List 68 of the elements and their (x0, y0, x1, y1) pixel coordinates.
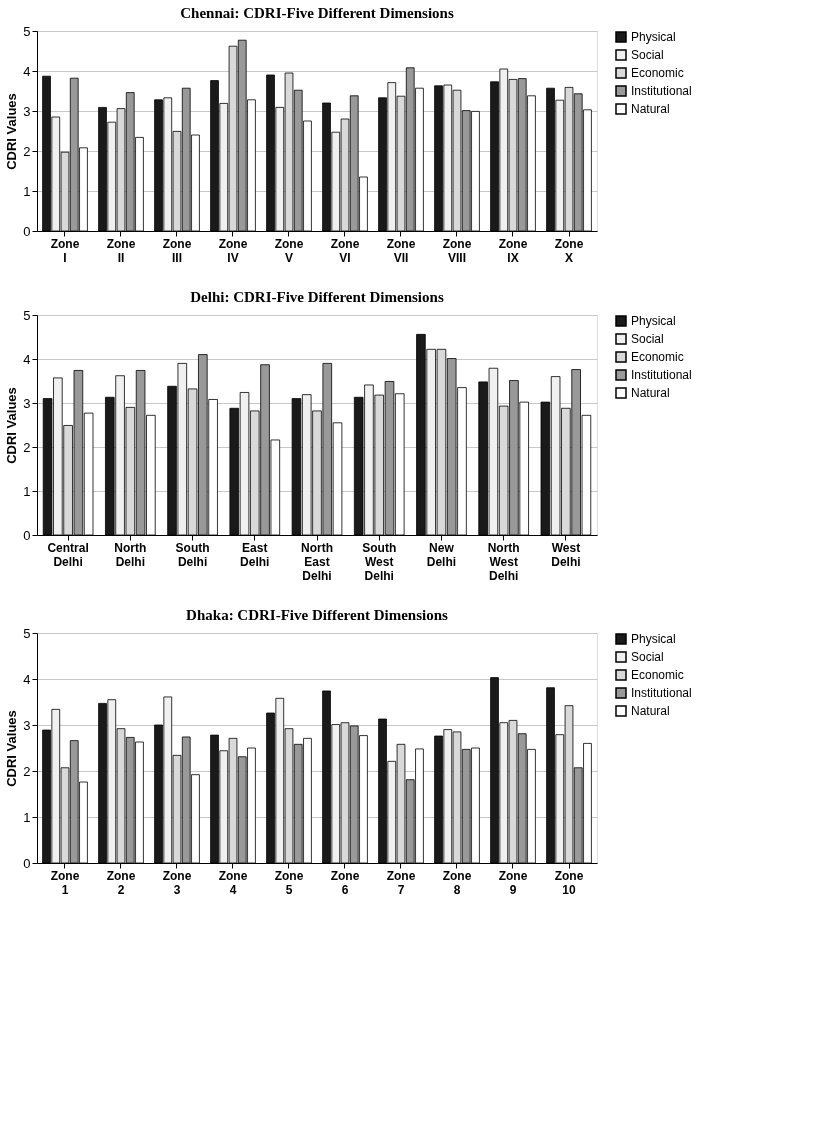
y-axis-title: CDRI Values (4, 710, 20, 787)
x-tick-label: South Delhi (175, 540, 210, 569)
x-tick-label: Zone 3 (162, 868, 192, 897)
chart-title: Delhi: CDRI-Five Different Dimensions (190, 289, 444, 305)
x-tick-label: Zone IX (498, 236, 528, 265)
x-tick-label: Zone II (106, 236, 136, 265)
y-tick-label: 1 (23, 483, 31, 499)
y-tick-label: 3 (23, 395, 31, 411)
y-tick-label: 2 (23, 143, 31, 159)
y-tick-label: 5 (23, 23, 31, 39)
y-tick-label: 1 (23, 809, 31, 825)
legend-label: Social (631, 48, 664, 62)
y-tick-label: 4 (23, 671, 31, 687)
legend-label: Economic (631, 350, 684, 364)
x-tick-label: Central Delhi (47, 540, 89, 569)
x-tick-label: Zone III (162, 236, 192, 265)
x-tick-label: North Delhi (114, 540, 147, 569)
legend-label: Natural (631, 386, 670, 400)
legend-label: Physical (631, 632, 676, 646)
legend-label: Institutional (631, 368, 692, 382)
x-tick-label: North East Delhi (301, 540, 333, 583)
y-tick-label: 2 (23, 763, 31, 779)
x-tick-label: East Delhi (240, 540, 270, 569)
y-tick-label: 4 (23, 63, 31, 79)
x-tick-label: Zone 10 (554, 868, 584, 897)
x-tick-label: South West Delhi (362, 540, 397, 583)
x-tick-label: Zone 6 (330, 868, 360, 897)
y-tick-label: 3 (23, 717, 31, 733)
x-tick-label: North West Delhi (487, 540, 520, 583)
x-tick-label: Zone IV (218, 236, 248, 265)
x-tick-label: Zone 2 (106, 868, 136, 897)
y-tick-label: 5 (23, 307, 31, 323)
x-tick-label: Zone V (274, 236, 304, 265)
x-tick-label: Zone I (50, 236, 80, 265)
y-axis-title: CDRI Values (4, 93, 20, 170)
legend-label: Physical (631, 314, 676, 328)
y-tick-label: 4 (23, 351, 31, 367)
x-tick-label: Zone 4 (218, 868, 248, 897)
x-tick-label: Zone VIII (442, 236, 472, 265)
legend-label: Economic (631, 66, 684, 80)
legend-label: Physical (631, 30, 676, 44)
y-tick-label: 1 (23, 183, 31, 199)
legend-label: Institutional (631, 686, 692, 700)
y-axis-title: CDRI Values (4, 387, 20, 464)
y-tick-label: 0 (23, 855, 31, 871)
x-tick-label: Zone X (554, 236, 584, 265)
y-tick-label: 5 (23, 625, 31, 641)
legend-label: Natural (631, 704, 670, 718)
y-tick-label: 3 (23, 103, 31, 119)
x-tick-label: New Delhi (426, 540, 457, 569)
x-tick-label: Zone VI (330, 236, 360, 265)
legend-label: Social (631, 650, 664, 664)
y-tick-label: 2 (23, 439, 31, 455)
chart-title: Dhaka: CDRI-Five Different Dimensions (186, 607, 449, 623)
x-tick-label: Zone 9 (498, 868, 528, 897)
x-tick-label: Zone 8 (442, 868, 472, 897)
x-tick-label: West Delhi (551, 540, 581, 569)
x-tick-label: Zone 7 (386, 868, 416, 897)
x-tick-label: Zone 1 (50, 868, 80, 897)
y-tick-label: 0 (23, 223, 31, 239)
y-tick-label: 0 (23, 527, 31, 543)
chart-title: Chennai: CDRI-Five Different Dimensions (180, 5, 454, 21)
legend-label: Natural (631, 102, 670, 116)
legend-label: Economic (631, 668, 684, 682)
x-tick-label: Zone 5 (274, 868, 304, 897)
x-tick-label: Zone VII (386, 236, 416, 265)
legend-label: Social (631, 332, 664, 346)
legend-label: Institutional (631, 84, 692, 98)
